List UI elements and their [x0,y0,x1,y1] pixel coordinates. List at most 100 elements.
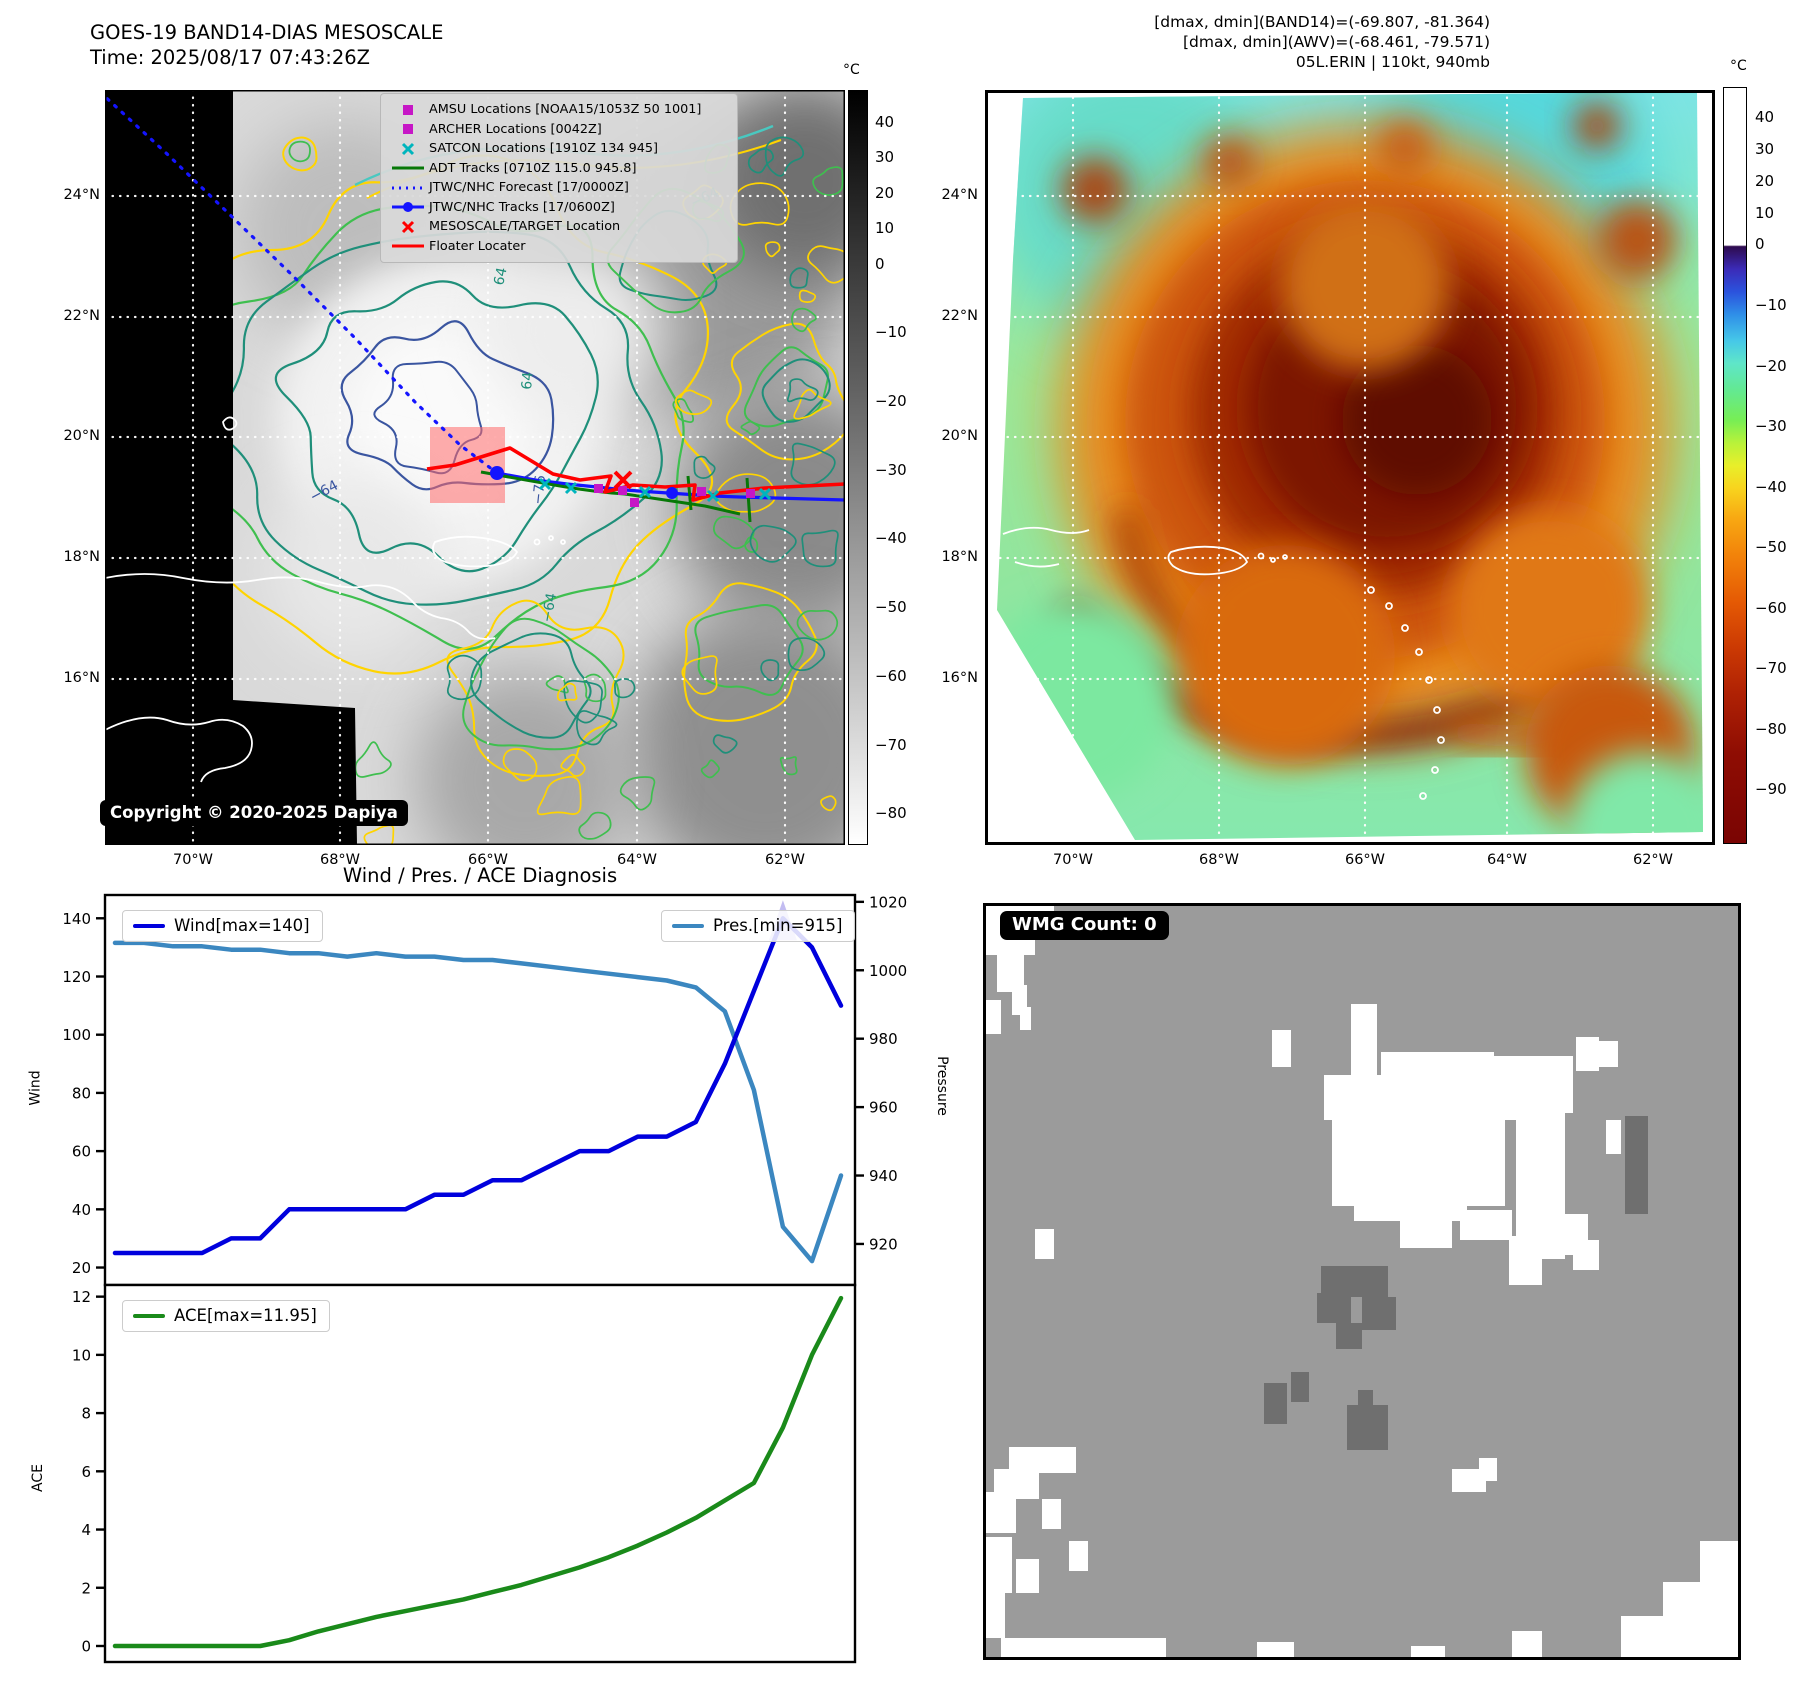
svg-text:20: 20 [72,1259,91,1277]
wmg-white-cell [1452,1469,1487,1492]
wmg-white-cell [986,1593,1005,1639]
mesoscale-target-x-icon [613,470,633,490]
svg-text:12: 12 [72,1288,91,1306]
dmax-band14-line: [dmax, dmin](BAND14)=(-69.807, -81.364) [1154,13,1490,31]
wmg-white-cell [1271,1029,1291,1068]
svg-text:64: 64 [519,371,536,390]
ace-legend-label: ACE[max=11.95] [174,1306,317,1325]
current-position-dot [490,466,504,480]
pressure-axis-label: Pressure [933,1056,950,1116]
legend-label: SATCON Locations [1910Z 134 945] [429,141,659,157]
map2-frame [985,90,1715,845]
wmg-dark-cell [1316,1292,1351,1323]
map1-frame [105,90,845,845]
wmg-dark-cell [1362,1296,1396,1331]
wind-legend: Wind[max=140] [122,910,323,942]
x-icon [387,141,429,157]
map2-coastlines [1002,526,1445,800]
goes-title-line2: Time: 2025/08/17 07:43:26Z [90,46,371,69]
wmg-white-cell [1008,1446,1077,1473]
wind-line-swatch [133,923,165,928]
dmax-awv-line: [dmax, dmin](AWV)=(-68.461, -79.571) [1183,33,1490,51]
band14-colorbar-unit: °C [843,62,860,78]
awv-color-satellite-map [985,90,1715,845]
goes-title-line1: GOES-19 BAND14-DIAS MESOSCALE [90,21,444,44]
svg-text:64: 64 [491,266,510,287]
wmg-dark-cell [1264,1382,1287,1425]
svg-text:4: 4 [81,1521,91,1539]
legend-label: MESOSCALE/TARGET Location [429,219,621,235]
map2-imagery [997,92,1703,840]
wind-axis-label: Wind [27,1070,44,1106]
legend-row: MESOSCALE/TARGET Location [387,217,729,237]
x-icon [387,219,429,235]
svg-text:940: 940 [869,1167,898,1185]
svg-text:8: 8 [81,1405,91,1423]
pressure-line-swatch [672,923,704,928]
svg-text:10: 10 [72,1346,91,1364]
wmg-white-cell [1576,1037,1599,1072]
wmg-white-cell [1399,1217,1453,1248]
legend-label: ARCHER Locations [0042Z] [429,121,602,137]
wmg-white-cell [1598,1041,1618,1068]
svg-text:140: 140 [62,910,91,928]
copyright-badge: Copyright © 2020-2025 Dapiya [100,800,408,826]
map2-graticule [985,90,1715,845]
square-icon [387,102,429,118]
map1-legend: AMSU Locations [NOAA15/1053Z 50 1001] ARC… [380,93,738,263]
legend-row: AMSU Locations [NOAA15/1053Z 50 1001] [387,100,729,120]
svg-text:980: 980 [869,1030,898,1048]
wmg-white-cell [1034,1228,1054,1259]
wmg-white-cell [986,1536,1013,1594]
svg-text:2: 2 [81,1579,91,1597]
wmg-white-cell [1354,1180,1468,1222]
legend-row: Floater Locater [387,237,729,257]
wmg-white-cell [1512,1630,1543,1657]
line-dot-icon [387,199,429,215]
wmg-count-badge: WMG Count: 0 [1000,911,1169,940]
svg-text:120: 120 [62,968,91,986]
map1-graticule [105,90,845,845]
wmg-white-cell [1478,1457,1498,1481]
legend-label: ADT Tracks [0710Z 115.0 945.8] [429,160,637,176]
wmg-white-cell [1016,1559,1039,1594]
svg-text:100: 100 [62,1026,91,1044]
wmg-white-cell [1350,1003,1378,1079]
diagnosis-chart-title: Wind / Pres. / ACE Diagnosis [342,864,618,887]
amsu-archer-markers [594,484,755,507]
square-icon [387,121,429,137]
svg-text:6: 6 [81,1463,91,1481]
svg-text:0: 0 [81,1637,91,1655]
mesoscale-target-area [430,427,505,503]
ace-legend: ACE[max=11.95] [122,1300,330,1332]
ace-line-swatch [133,1313,165,1318]
svg-text:1020: 1020 [869,893,907,911]
svg-text:60: 60 [72,1143,91,1161]
adt-track-segments [686,475,752,523]
line-icon [387,160,429,176]
legend-row: ARCHER Locations [0042Z] [387,120,729,140]
wmg-dark-cell [1625,1116,1648,1214]
wmg-white-cell [986,999,1002,1034]
wmg-white-cell [1001,1638,1167,1657]
wmg-dark-cell [1290,1371,1310,1402]
legend-row: JTWC/NHC Tracks [17/0600Z] [387,198,729,218]
legend-row: JTWC/NHC Forecast [17/0000Z] [387,178,729,198]
coastlines [105,416,566,783]
wmg-white-cell [1410,1645,1445,1657]
svg-text:920: 920 [869,1235,898,1253]
wmg-white-cell [1256,1641,1295,1657]
wmg-dark-cell [1320,1266,1389,1297]
storm-id-line: 05L.ERIN | 110kt, 940mb [1295,53,1490,71]
wind-pres-ace-charts: 1401201008060402010201000980960940920121… [62,893,907,1664]
wmg-white-cell [1606,1120,1622,1154]
pressure-legend: Pres.[min=915] [661,910,856,942]
wmg-white-cell [1459,1210,1513,1241]
svg-text:40: 40 [72,1201,91,1219]
awv-colorbar-unit: °C [1730,58,1747,74]
wmg-dark-cell [1346,1405,1389,1451]
svg-text:−64: −64 [539,592,560,624]
goes-title-block: GOES-19 BAND14-DIAS MESOSCALE Time: 2025… [90,20,443,70]
wmg-white-cell [1508,1236,1543,1286]
